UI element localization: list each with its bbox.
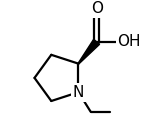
Text: O: O <box>91 1 103 16</box>
Text: OH: OH <box>117 34 140 49</box>
Polygon shape <box>78 39 100 64</box>
Text: N: N <box>73 85 84 100</box>
